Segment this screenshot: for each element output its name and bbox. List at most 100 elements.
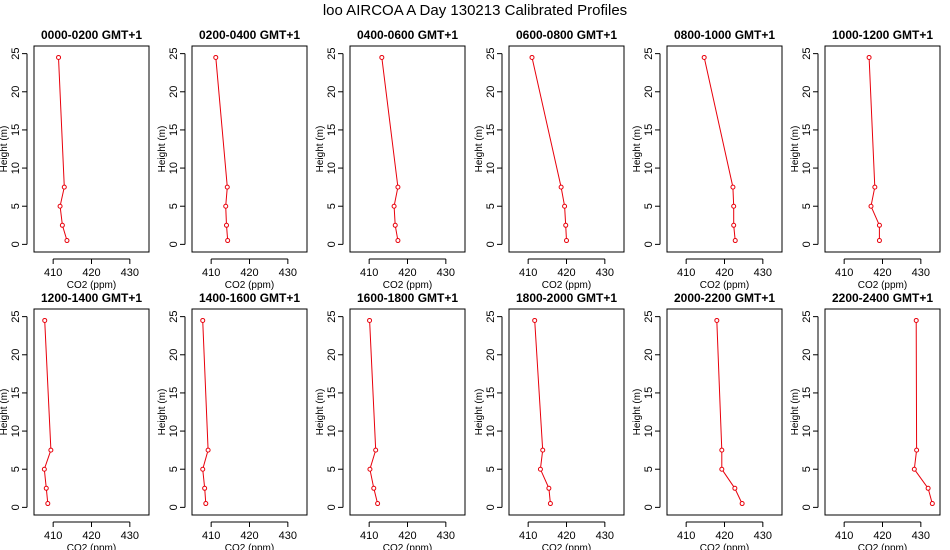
y-tick-label: 20 <box>326 349 338 361</box>
panel-title: 2000-2200 GMT+1 <box>674 291 775 305</box>
x-tick-label: 410 <box>44 530 62 542</box>
plot-frame <box>191 308 308 516</box>
y-tick-label: 5 <box>168 466 180 472</box>
y-tick-label: 0 <box>10 241 22 247</box>
y-tick-label: 0 <box>485 241 497 247</box>
panel-title: 1200-1400 GMT+1 <box>41 291 142 305</box>
y-tick-label: 25 <box>168 48 180 60</box>
profile-line <box>58 57 68 241</box>
plot-frame <box>824 45 941 253</box>
plot-frame <box>824 308 941 516</box>
data-point <box>564 238 569 244</box>
figure-title: loo AIRCOA A Day 130213 Calibrated Profi… <box>322 2 628 19</box>
x-tick-label: 410 <box>835 267 853 279</box>
x-tick-label: 410 <box>360 530 378 542</box>
x-axis-label: CO2 (ppm) <box>383 280 432 291</box>
y-tick-label: 0 <box>801 504 813 510</box>
x-tick-label: 410 <box>202 530 220 542</box>
data-point <box>42 317 48 323</box>
profile-line <box>381 57 399 241</box>
x-axis-label: CO2 (ppm) <box>383 543 432 550</box>
y-axis-label: Height (m) <box>474 389 485 436</box>
data-point <box>213 54 219 60</box>
data-point <box>200 466 206 472</box>
y-tick-label: 0 <box>485 504 497 510</box>
y-tick-label: 10 <box>801 162 813 174</box>
panel-title: 1400-1600 GMT+1 <box>199 291 300 305</box>
y-tick-label: 20 <box>10 349 22 361</box>
profile-panel: 1000-1200 GMT+1 410 420 430 CO2 (ppm) 0 5 10 15 2… <box>790 28 941 291</box>
profile-line <box>369 320 379 504</box>
data-point <box>371 485 377 491</box>
y-tick-label: 25 <box>801 48 813 60</box>
data-point <box>379 54 385 60</box>
data-point <box>43 485 49 491</box>
y-tick-label: 25 <box>326 311 338 323</box>
y-tick-label: 10 <box>326 162 338 174</box>
data-point <box>202 485 208 491</box>
plot-frame <box>33 45 150 253</box>
profile-line <box>531 57 567 241</box>
data-point <box>731 222 737 228</box>
panel-title: 0200-0400 GMT+1 <box>199 28 300 42</box>
x-axis-label: CO2 (ppm) <box>542 280 591 291</box>
panel-title: 1000-1200 GMT+1 <box>832 28 933 42</box>
x-tick-label: 430 <box>121 530 139 542</box>
data-point <box>719 466 725 472</box>
data-point <box>914 447 920 453</box>
y-tick-label: 5 <box>326 203 338 209</box>
y-tick-label: 5 <box>10 466 22 472</box>
data-point <box>205 447 211 453</box>
data-point <box>395 238 401 244</box>
panel-title: 0600-0800 GMT+1 <box>516 28 617 42</box>
y-tick-label: 20 <box>10 86 22 98</box>
y-tick-label: 15 <box>168 387 180 399</box>
data-point <box>562 203 568 209</box>
y-tick-label: 10 <box>10 162 22 174</box>
y-tick-label: 25 <box>168 311 180 323</box>
y-tick-label: 10 <box>485 162 497 174</box>
profile-line <box>43 320 52 504</box>
data-point <box>730 184 736 190</box>
y-tick-label: 10 <box>10 425 22 437</box>
y-axis-label: Height (m) <box>790 389 801 436</box>
data-point <box>714 317 720 323</box>
y-tick-label: 5 <box>10 203 22 209</box>
x-tick-label: 430 <box>121 267 139 279</box>
x-tick-label: 430 <box>912 530 930 542</box>
x-tick-label: 420 <box>873 267 891 279</box>
y-tick-label: 25 <box>485 48 497 60</box>
x-tick-label: 420 <box>240 530 258 542</box>
profile-panel: 1800-2000 GMT+1 410 420 430 CO2 (ppm) 0 5 10 15 2… <box>474 291 625 550</box>
x-tick-label: 410 <box>677 267 695 279</box>
y-tick-label: 5 <box>801 466 813 472</box>
x-axis-label: CO2 (ppm) <box>700 543 749 550</box>
x-tick-label: 420 <box>715 267 733 279</box>
y-tick-label: 25 <box>801 311 813 323</box>
x-axis-label: CO2 (ppm) <box>858 543 907 550</box>
x-tick-label: 420 <box>82 530 100 542</box>
panel-title: 0800-1000 GMT+1 <box>674 28 775 42</box>
data-point <box>929 501 935 507</box>
y-tick-label: 15 <box>485 387 497 399</box>
x-tick-label: 420 <box>398 530 416 542</box>
y-tick-label: 25 <box>643 48 655 60</box>
profile-panel: 1400-1600 GMT+1 410 420 430 CO2 (ppm) 0 5 10 15 2… <box>157 291 308 550</box>
data-point <box>61 184 67 190</box>
profile-panel: 0000-0200 GMT+1 410 420 430 CO2 (ppm) 0 5 10 15 2… <box>0 28 150 291</box>
data-point <box>223 203 229 209</box>
y-tick-label: 0 <box>643 241 655 247</box>
data-point <box>532 317 538 323</box>
profile-line <box>215 57 229 241</box>
y-tick-label: 20 <box>168 349 180 361</box>
x-axis-label: CO2 (ppm) <box>858 280 907 291</box>
y-tick-label: 20 <box>168 86 180 98</box>
data-point <box>911 466 917 472</box>
data-point <box>546 485 552 491</box>
data-point <box>540 447 546 453</box>
y-axis-label: Height (m) <box>315 126 326 173</box>
y-tick-label: 5 <box>643 466 655 472</box>
data-point <box>866 54 872 60</box>
data-point <box>391 203 397 209</box>
